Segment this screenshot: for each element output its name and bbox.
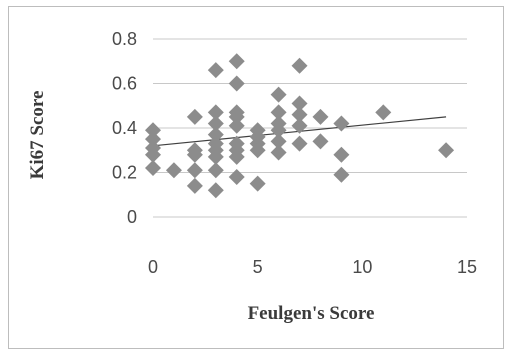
scatter-chart: 0 0.2 0.4 0.6 0.8 0 5 10 15 Ki67 Score Feulgen'… xyxy=(27,29,477,324)
data-point-48 xyxy=(333,146,350,163)
chart-frame: 0 0.2 0.4 0.6 0.8 0 5 10 15 Ki67 Score Feulgen'… xyxy=(8,6,504,349)
data-point-28 xyxy=(228,168,245,185)
data-point-11 xyxy=(207,62,224,79)
y-tick-label-3: 0.6 xyxy=(112,74,137,94)
x-tick-label-3: 15 xyxy=(457,257,477,277)
x-tick-label-1: 5 xyxy=(253,257,263,277)
data-point-42 xyxy=(291,106,308,123)
data-point-33 xyxy=(249,175,266,192)
data-point-51 xyxy=(438,142,455,159)
data-point-39 xyxy=(270,144,287,161)
data-point-23 xyxy=(228,108,245,125)
y-axis-title: Ki67 Score xyxy=(27,91,48,180)
data-point-1 xyxy=(145,131,161,148)
data-point-40 xyxy=(291,57,308,74)
data-point-20 xyxy=(228,53,245,70)
data-point-24 xyxy=(228,117,245,134)
y-tick-label-1: 0.2 xyxy=(112,163,137,183)
data-point-21 xyxy=(228,75,245,92)
x-axis-title: Feulgen's Score xyxy=(248,303,375,324)
data-point-35 xyxy=(270,104,287,121)
data-point-17 xyxy=(207,148,224,165)
data-point-3 xyxy=(145,146,161,163)
data-point-32 xyxy=(249,142,266,159)
data-point-45 xyxy=(312,108,329,125)
data-point-41 xyxy=(291,95,308,112)
y-tick-label-2: 0.4 xyxy=(112,118,137,138)
data-point-46 xyxy=(312,133,329,150)
x-tick-label-2: 10 xyxy=(352,257,372,277)
y-axis-ticks: 0 0.2 0.4 0.6 0.8 xyxy=(112,29,137,227)
y-tick-label-0: 0 xyxy=(127,207,137,227)
data-point-4 xyxy=(145,160,161,177)
data-point-43 xyxy=(291,117,308,134)
data-point-8 xyxy=(186,146,203,163)
data-point-47 xyxy=(333,115,350,132)
data-point-14 xyxy=(207,126,224,143)
data-point-5 xyxy=(165,162,182,179)
data-point-49 xyxy=(333,166,350,183)
data-point-9 xyxy=(186,162,203,179)
data-point-0 xyxy=(145,122,161,139)
data-point-18 xyxy=(207,162,224,179)
data-point-19 xyxy=(207,182,224,199)
data-point-27 xyxy=(228,148,245,165)
data-point-34 xyxy=(270,86,287,103)
x-tick-label-0: 0 xyxy=(148,257,158,277)
x-axis-ticks: 0 5 10 15 xyxy=(148,257,477,277)
data-point-13 xyxy=(207,115,224,132)
grid-lines xyxy=(153,38,467,218)
data-point-12 xyxy=(207,104,224,121)
data-point-50 xyxy=(375,104,392,121)
y-tick-label-4: 0.8 xyxy=(112,29,137,49)
data-point-37 xyxy=(270,122,287,139)
data-point-44 xyxy=(291,135,308,152)
data-point-10 xyxy=(186,177,203,194)
data-point-6 xyxy=(186,108,203,125)
data-points xyxy=(145,53,455,199)
data-point-38 xyxy=(270,133,287,150)
